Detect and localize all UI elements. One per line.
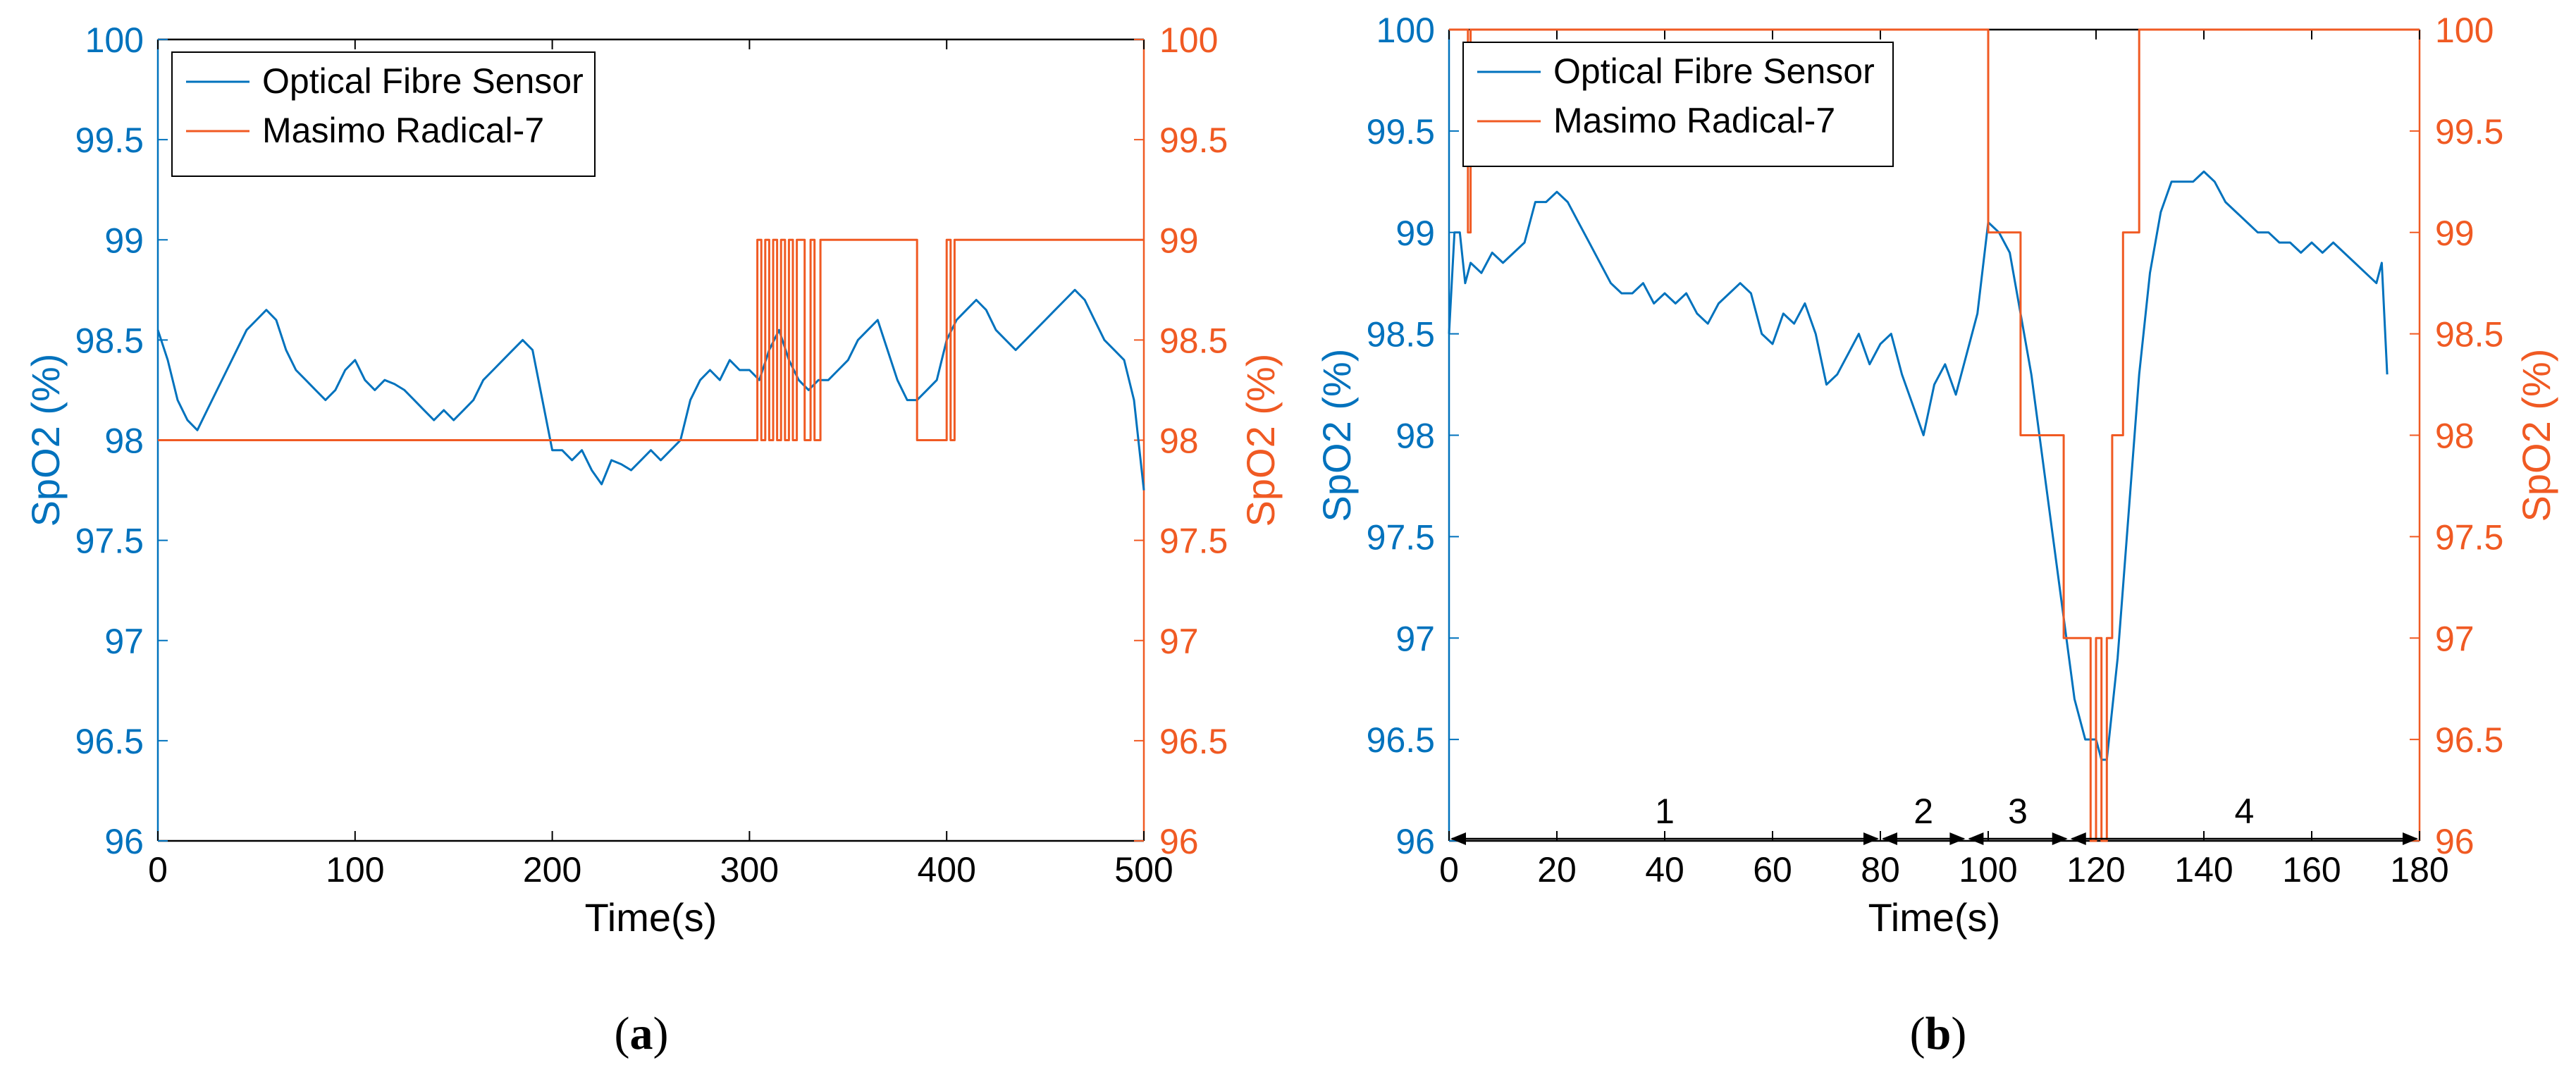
- x-tick-label: 120: [2066, 850, 2125, 890]
- right-y-tick-label: 96: [2435, 822, 2475, 861]
- left-y-axis-label: SpO2 (%): [1314, 349, 1359, 522]
- left-y-tick-label: 99: [1395, 214, 1435, 253]
- left-y-tick-label: 100: [85, 20, 144, 60]
- left-y-tick-label: 99: [104, 221, 144, 260]
- segment-arrowhead-right: [2052, 832, 2068, 845]
- left-y-tick-label: 98: [1395, 417, 1435, 456]
- left-y-axis-label: SpO2 (%): [23, 354, 68, 527]
- x-tick-label: 160: [2282, 850, 2341, 890]
- left-y-tick-label: 99.5: [75, 121, 144, 160]
- left-y-tick-label: 100: [1376, 11, 1435, 50]
- left-y-tick-label: 97: [1395, 619, 1435, 658]
- x-tick-label: 500: [1114, 850, 1173, 890]
- right-y-tick-label: 98.5: [2435, 315, 2503, 355]
- right-y-tick-label: 97.5: [2435, 517, 2503, 557]
- right-y-tick-label: 99.5: [2435, 112, 2503, 152]
- x-tick-label: 40: [1645, 850, 1684, 890]
- right-y-axis-label: SpO2 (%): [1238, 354, 1283, 527]
- x-tick-label: 100: [326, 850, 384, 890]
- right-y-axis-label: SpO2 (%): [2514, 349, 2558, 522]
- right-y-tick-label: 97.5: [1159, 522, 1228, 561]
- segment-arrowhead-right: [1949, 832, 1966, 845]
- left-y-tick-label: 97: [104, 622, 144, 661]
- legend-box: [171, 51, 596, 177]
- x-axis-label: Time(s): [585, 895, 717, 940]
- segment-arrowhead-right: [2403, 832, 2418, 845]
- x-tick-label: 400: [917, 850, 975, 890]
- x-tick-label: 0: [1439, 850, 1459, 890]
- panel-b-chart: 0 20 40 60 80 100 120 140 160 1809696.59797.59898…: [1314, 11, 2558, 940]
- panel-a-chart: 0 100 200 300 400 5009696.59797.59898.59999.5…: [23, 20, 1283, 940]
- right-y-tick-label: 96.5: [2435, 720, 2503, 760]
- left-y-tick-label: 98.5: [1367, 315, 1435, 355]
- legend-label: Masimo Radical-7: [1553, 101, 1835, 140]
- left-y-tick-label: 98: [104, 421, 144, 461]
- segment-arrowhead-left: [1450, 832, 1466, 845]
- x-tick-label: 200: [523, 850, 581, 890]
- panel-b-caption: (b): [1910, 1008, 1967, 1059]
- x-tick-label: 60: [1753, 850, 1792, 890]
- right-y-tick-label: 99.5: [1159, 121, 1228, 160]
- x-tick-label: 140: [2174, 850, 2233, 890]
- right-y-tick-label: 96: [1159, 822, 1199, 861]
- x-tick-label: 100: [1959, 850, 2017, 890]
- masimo-radical-7-line: [1449, 28, 2420, 842]
- x-tick-label: 20: [1537, 850, 1577, 890]
- x-tick-label: 180: [2390, 850, 2448, 890]
- x-tick-label: 0: [148, 850, 168, 890]
- left-y-tick-label: 96: [1395, 822, 1435, 861]
- right-y-tick-label: 98.5: [1159, 321, 1228, 360]
- legend-label: Optical Fibre Sensor: [262, 61, 584, 101]
- right-y-tick-label: 100: [2435, 11, 2494, 50]
- left-y-tick-label: 97.5: [75, 522, 144, 561]
- right-y-tick-label: 100: [1159, 20, 1218, 60]
- legend-label: Masimo Radical-7: [262, 111, 544, 150]
- segment-label: 2: [1913, 792, 1933, 831]
- panel-a-caption: (a): [615, 1008, 669, 1059]
- left-y-tick-label: 96.5: [1367, 720, 1435, 760]
- right-y-tick-label: 98: [2435, 417, 2475, 456]
- legend-box: [1462, 42, 1894, 167]
- segment-label: 1: [1655, 792, 1675, 831]
- x-tick-label: 80: [1861, 850, 1900, 890]
- right-y-tick-label: 97: [2435, 619, 2475, 658]
- x-axis-label: Time(s): [1868, 895, 2001, 940]
- segment-arrowhead-left: [1882, 832, 1897, 845]
- segment-arrowhead-left: [2070, 832, 2086, 845]
- right-y-tick-label: 99: [2435, 214, 2475, 253]
- left-y-tick-label: 98.5: [75, 321, 144, 360]
- right-y-tick-label: 96.5: [1159, 722, 1228, 761]
- right-y-tick-label: 98: [1159, 421, 1199, 461]
- x-tick-label: 300: [720, 850, 779, 890]
- panel-a-caption-letter: a: [630, 1008, 653, 1059]
- left-y-tick-label: 96.5: [75, 722, 144, 761]
- left-y-tick-label: 99.5: [1367, 112, 1435, 152]
- right-y-tick-label: 97: [1159, 622, 1199, 661]
- left-y-tick-label: 96: [104, 822, 144, 861]
- legend-label: Optical Fibre Sensor: [1553, 51, 1875, 91]
- segment-label: 3: [2008, 792, 2028, 831]
- segment-arrowhead-left: [1968, 832, 1984, 845]
- optical-fibre-sensor-line: [1448, 170, 2389, 761]
- panel-b-caption-letter: b: [1925, 1008, 1952, 1059]
- masimo-radical-7-line: [158, 238, 1144, 441]
- segment-label: 4: [2234, 792, 2254, 831]
- left-y-tick-label: 97.5: [1367, 517, 1435, 557]
- segment-arrowhead-right: [1863, 832, 1879, 845]
- optical-fibre-sensor-line: [156, 288, 1145, 491]
- right-y-tick-label: 99: [1159, 221, 1199, 260]
